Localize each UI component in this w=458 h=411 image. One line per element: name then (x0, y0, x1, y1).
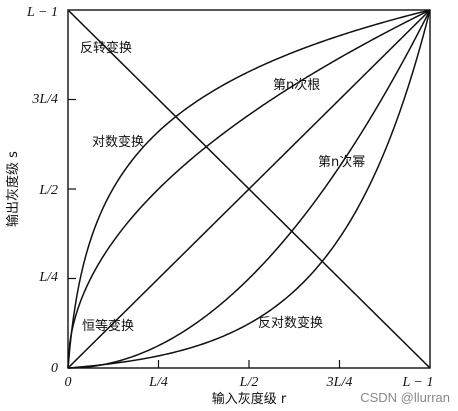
y-tick-label-3: 3L/4 (31, 92, 58, 107)
curves (67, 9, 431, 369)
y-tick-label-4: L − 1 (26, 5, 58, 20)
series-line-log (67, 9, 431, 369)
label-identity: 恒等变换 (82, 318, 134, 334)
label-inverse-log: 反对数变换 (258, 315, 323, 331)
y-tick-label-2: L/2 (38, 183, 58, 198)
x-tick-label-0: 0 (65, 375, 72, 390)
series-line-nth-power (67, 9, 431, 369)
label-negative: 反转变换 (80, 40, 132, 56)
series-line-inverse-log (67, 9, 431, 369)
x-tick-label-3: 3L/4 (326, 375, 353, 390)
series-line-negative (67, 9, 431, 369)
series-line-nth-root (67, 9, 431, 369)
x-tick-label-4: L − 1 (402, 375, 434, 390)
watermark: CSDN @llurran (360, 390, 450, 405)
label-nth-root: 第n次根 (273, 77, 320, 93)
y-tick-label-0: 0 (51, 361, 58, 376)
x-tick-label-2: L/2 (239, 375, 259, 390)
x-tick-label-1: L/4 (148, 375, 168, 390)
y-axis-title: 输出灰度级 s (5, 151, 21, 227)
label-nth-power: 第n次幂 (318, 154, 365, 170)
label-log: 对数变换 (92, 134, 144, 150)
x-axis-title: 输入灰度级 r (212, 391, 287, 407)
tick-marks (68, 98, 341, 368)
y-tick-label-1: L/4 (38, 270, 58, 285)
